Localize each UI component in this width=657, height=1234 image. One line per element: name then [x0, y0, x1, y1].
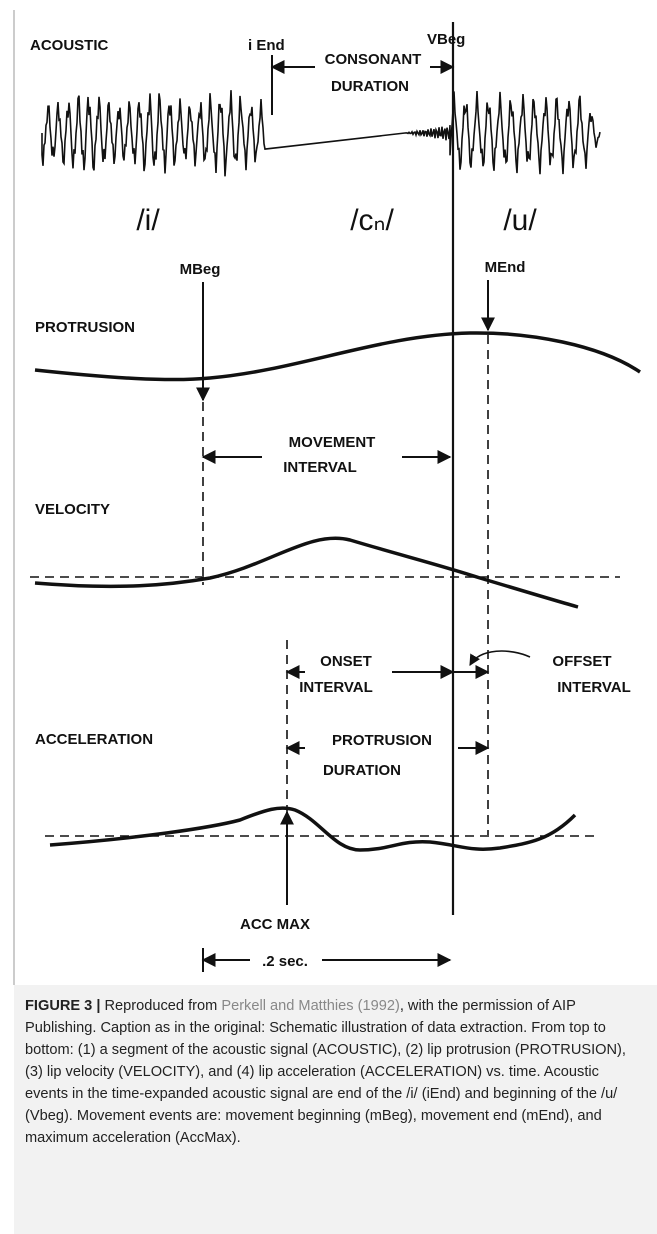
label: OFFSET	[552, 653, 611, 670]
label: .2 sec.	[262, 953, 308, 970]
label: /cₙ/	[350, 204, 394, 237]
label: MEnd	[485, 259, 526, 276]
label: /i/	[136, 204, 160, 237]
acceleration-curve	[49, 806, 577, 852]
label: ACC MAX	[240, 916, 310, 933]
label: ONSET	[320, 653, 372, 670]
label: ACCELERATION	[35, 731, 153, 748]
label: INTERVAL	[283, 459, 357, 476]
label: INTERVAL	[557, 679, 631, 696]
label: ACOUSTIC	[30, 37, 109, 54]
label: PROTRUSION	[332, 732, 432, 749]
caption-link[interactable]: Perkell and Matthies (1992)	[221, 998, 400, 1014]
velocity-curve	[34, 536, 579, 609]
caption-text: , with the permission of AIP Publishing.…	[25, 998, 626, 1146]
caption-intro: Reproduced from	[104, 998, 218, 1014]
label: DURATION	[331, 78, 409, 95]
label: i End	[248, 37, 285, 54]
caption-label: FIGURE 3 |	[25, 998, 101, 1014]
label: VBeg	[427, 31, 465, 48]
label: /u/	[503, 204, 537, 237]
protrusion-curve	[34, 331, 641, 382]
acoustic-waveform	[41, 90, 601, 177]
label: INTERVAL	[299, 679, 373, 696]
label: PROTRUSION	[35, 319, 135, 336]
label: MOVEMENT	[289, 434, 376, 451]
figure: ACOUSTIC i End VBeg CONSONANT DURATION/i/ /cₙ…	[13, 10, 641, 985]
caption: FIGURE 3 | Reproduced from Perkell and M…	[14, 985, 657, 1234]
label: MBeg	[180, 261, 221, 278]
drawing	[30, 22, 641, 972]
label: CONSONANT	[325, 51, 422, 68]
offset-pointer	[469, 650, 531, 666]
label: VELOCITY	[35, 501, 110, 518]
label: DURATION	[323, 762, 401, 779]
